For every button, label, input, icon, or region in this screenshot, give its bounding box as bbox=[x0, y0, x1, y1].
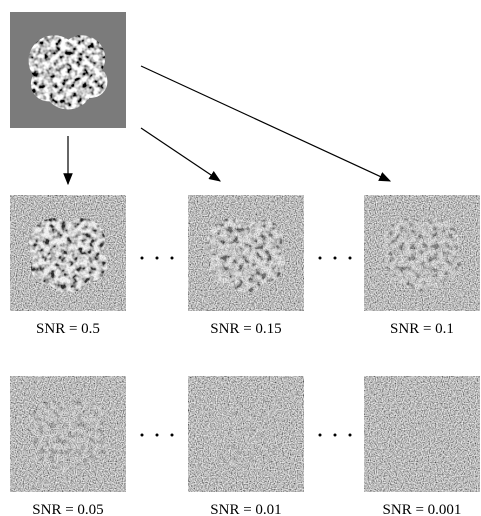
snr-label: SNR = 0.01 bbox=[210, 502, 281, 516]
snr-label: SNR = 0.001 bbox=[383, 502, 462, 516]
noisy-image: SNR = 0.1 bbox=[364, 195, 480, 337]
snr-label: SNR = 0.05 bbox=[32, 502, 103, 516]
snr-label: SNR = 0.1 bbox=[390, 321, 454, 337]
noisy-image: SNR = 0.01 bbox=[188, 376, 304, 516]
noisy-image: SNR = 0.5 bbox=[10, 195, 126, 337]
snr-label: SNR = 0.5 bbox=[36, 321, 100, 337]
noisy-image: SNR = 0.15 bbox=[188, 195, 304, 337]
snr-label: SNR = 0.15 bbox=[210, 321, 281, 337]
panels: SNR = 0.5 SNR = 0.15 SNR = 0.1 SNR = 0.05 SN… bbox=[10, 195, 480, 516]
noisy-image: SNR = 0.001 bbox=[364, 376, 480, 516]
noisy-image: SNR = 0.05 bbox=[10, 376, 126, 516]
source-image bbox=[10, 12, 126, 128]
figure: SNR = 0.5 SNR = 0.15 SNR = 0.1 SNR = 0.05 SN… bbox=[0, 0, 481, 516]
